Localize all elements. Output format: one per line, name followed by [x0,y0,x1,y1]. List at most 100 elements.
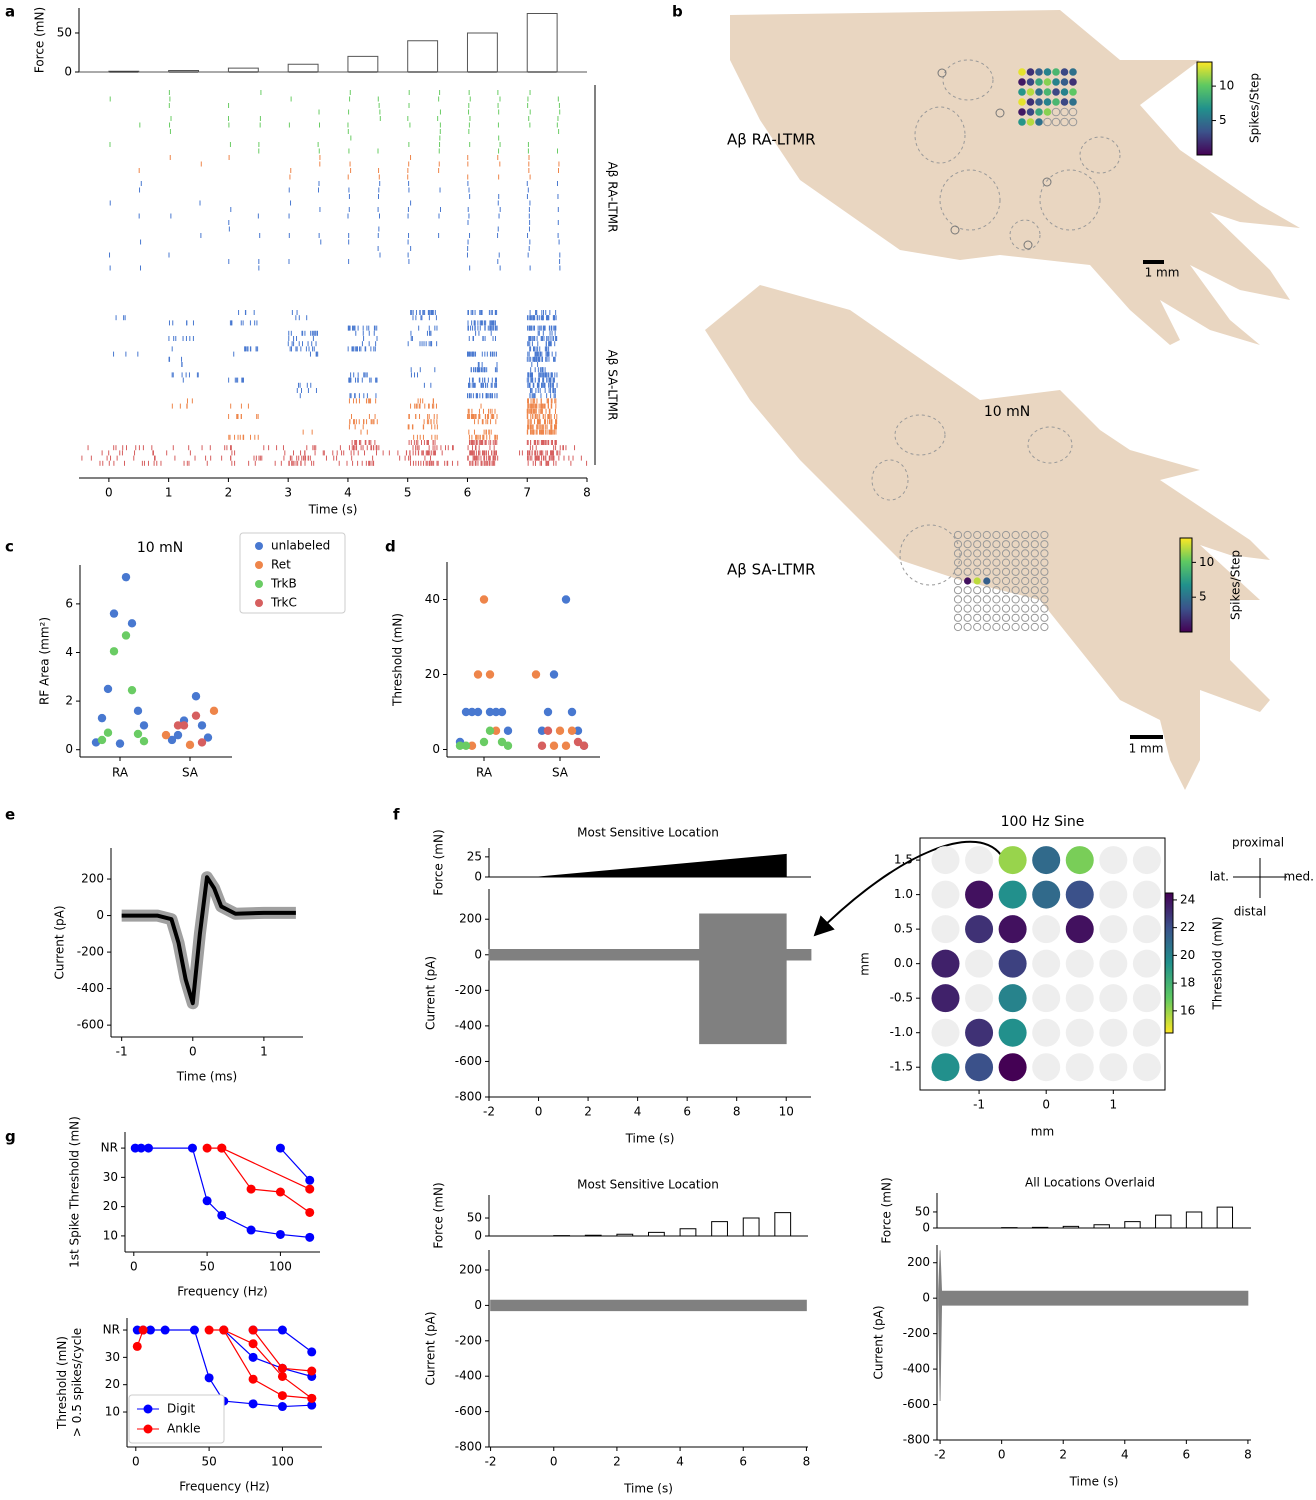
y-tick-label: -400 [77,981,104,995]
grid-site [963,613,972,622]
empty-site [1099,1018,1128,1047]
x-tick-label: SA [182,766,199,780]
x-tick-label: 4 [634,1105,642,1119]
y-tick-label: 0 [432,742,440,756]
point [503,741,513,750]
point [167,735,177,745]
site [931,984,960,1013]
point [305,1232,315,1242]
point [277,1402,287,1412]
x-axis-label: Time (ms) [176,1070,238,1084]
grid-site [1035,108,1043,116]
point [103,684,113,694]
legend-marker [255,542,263,550]
point [277,1371,287,1381]
point [248,1352,258,1362]
empty-site [965,984,994,1013]
grid-site [1035,98,1043,106]
grid-site [1001,558,1011,567]
grid-site [963,595,972,604]
y-axis-label: Force (mN) [432,1182,446,1248]
point [204,1373,214,1383]
grid-site [973,540,982,549]
empty-site [1099,915,1128,944]
grid-site [1060,68,1069,76]
point [485,670,495,679]
grid-site [1040,558,1049,567]
grid-site [1060,88,1069,96]
point [307,1393,317,1403]
y-tick-label: 0 [96,908,104,922]
empty-site [1065,949,1094,978]
grid-site [1021,586,1030,595]
grid-site [963,586,972,595]
grid-site [1001,530,1011,540]
grid-site [953,586,963,595]
point [248,1374,258,1384]
empty-site [1132,1053,1161,1082]
y-tick-label: 0 [64,65,72,79]
site [931,949,960,978]
y-tick-label: -400 [455,1018,482,1032]
grid-site [953,622,963,632]
x-tick-label: SA [552,766,569,780]
empty-site [1032,984,1061,1013]
site [998,949,1027,978]
grid-site [1030,604,1039,613]
x-tick-label: -2 [483,1105,495,1119]
grid-site [953,558,963,567]
x-tick-label: RA [112,766,129,780]
grid-site [1040,530,1049,540]
point [497,707,507,717]
grid-site [973,558,982,567]
empty-site [1099,1053,1128,1082]
point [531,670,541,679]
grid-site [1018,98,1026,106]
grid-site [1021,558,1030,567]
grid-site [1040,595,1049,604]
x-tick-label: 6 [464,486,472,500]
grid-site [992,558,1001,567]
empty-site [1132,915,1161,944]
grid-site [1040,622,1049,632]
grid-site [1052,78,1060,86]
grid-site [992,586,1001,595]
x-tick-label: 2 [1059,1448,1067,1462]
grid-site [1043,108,1052,116]
point [485,707,495,717]
y-tick-label: 20 [425,667,440,681]
grid-site [953,530,963,540]
grid-site [1026,108,1035,116]
point [461,741,471,750]
grid-site [963,604,972,613]
grid-site [1011,549,1020,558]
x-tick-label: 2 [225,486,233,500]
legend-marker [143,1404,153,1414]
y-tick-label: 2 [65,694,73,708]
grid-site [953,613,963,622]
empty-site [1132,846,1161,875]
y-axis-label: Threshold (mN) [55,1336,69,1430]
point [97,713,107,723]
grid-site [992,540,1001,549]
point [189,1325,199,1335]
panel-label: c [5,538,14,556]
grid-site [1018,108,1026,116]
x-tick-label: -1 [116,1045,128,1059]
grid-site [953,567,963,576]
grid-site [1030,576,1039,586]
chart-title: 10 mN [137,540,183,556]
grid-site [1001,595,1011,604]
x-tick-label: 6 [1183,1448,1191,1462]
grid-site [973,604,982,613]
point [579,741,589,750]
colorbar-tick-label: 22 [1180,920,1195,934]
grid-site [1018,68,1026,76]
point [121,631,131,640]
grid-site [1001,604,1011,613]
site [965,915,994,944]
x-tick-label: 50 [201,1455,216,1469]
grid-site [1011,530,1020,540]
empty-site [931,880,960,909]
hand-bottom [705,285,1270,790]
